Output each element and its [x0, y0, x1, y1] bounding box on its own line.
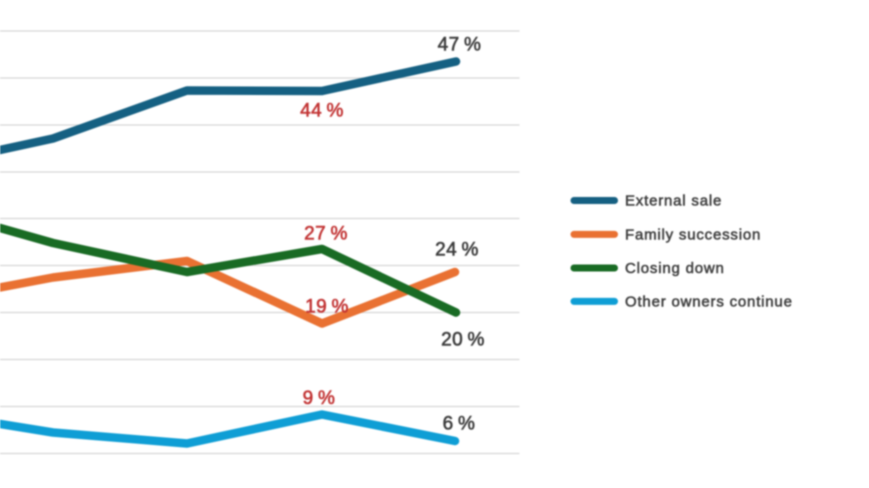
svg-text:20 %: 20 %: [441, 330, 485, 351]
svg-text:9 %: 9 %: [303, 388, 336, 409]
svg-text:6 %: 6 %: [443, 414, 476, 435]
svg-text:47 %: 47 %: [438, 35, 482, 56]
svg-text:24 %: 24 %: [435, 240, 479, 261]
svg-text:27 %: 27 %: [304, 224, 348, 245]
svg-text:Family succession: Family succession: [625, 226, 761, 243]
svg-text:External sale: External sale: [625, 193, 722, 210]
svg-text:44 %: 44 %: [300, 101, 344, 122]
svg-text:Closing down: Closing down: [625, 260, 725, 277]
svg-text:Other owners continue: Other owners continue: [625, 293, 793, 310]
svg-text:19 %: 19 %: [305, 297, 349, 318]
